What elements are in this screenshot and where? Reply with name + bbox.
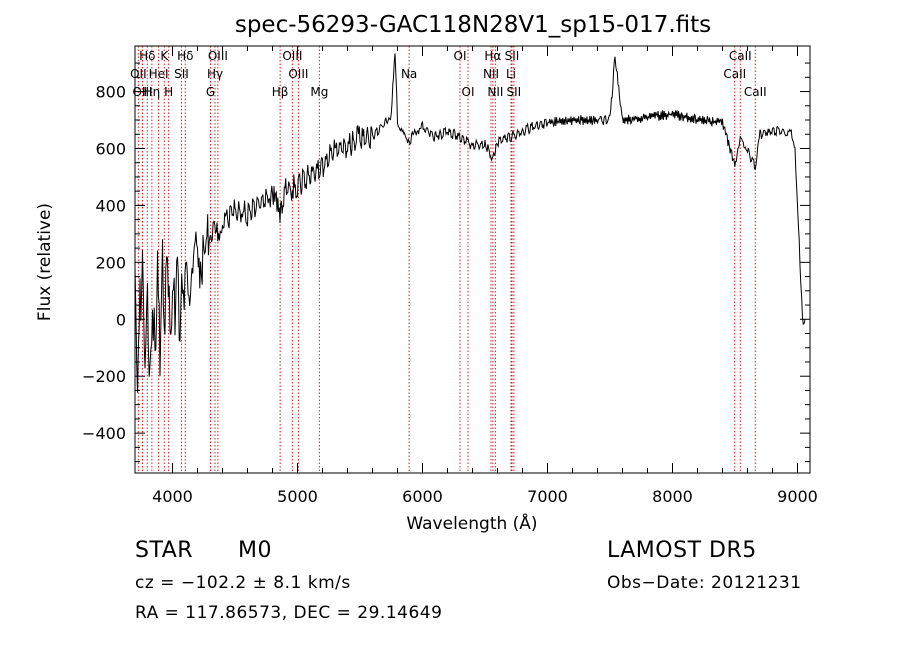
line-label: OI — [454, 49, 467, 63]
observation-date: Obs−Date: 20121231 — [607, 573, 802, 593]
line-label: OIII — [288, 67, 308, 81]
line-label: OII — [130, 67, 147, 81]
line-label: K — [160, 49, 169, 63]
spectrum-line — [134, 53, 806, 393]
y-tick-label: 800 — [95, 83, 126, 102]
line-label: H — [164, 85, 173, 99]
line-label: CaII — [729, 49, 752, 63]
y-tick-label: 400 — [95, 196, 126, 215]
x-tick-label: 5000 — [277, 487, 318, 506]
line-label: OIII — [208, 49, 228, 63]
y-tick-label: −200 — [82, 367, 126, 386]
y-tick-label: 200 — [95, 253, 126, 272]
line-markers — [137, 46, 756, 473]
line-label: Hα — [484, 49, 501, 63]
line-label: G — [206, 85, 215, 99]
x-tick-label: 4000 — [152, 487, 193, 506]
line-label: Hδ — [177, 49, 193, 63]
x-tick-label: 7000 — [527, 487, 568, 506]
survey-name: LAMOST DR5 — [607, 538, 757, 563]
y-axis-label: Flux (relative) — [35, 203, 55, 321]
line-label: CaII — [723, 67, 746, 81]
line-label: NII — [483, 67, 499, 81]
line-label: SII — [505, 49, 520, 63]
line-label: Li — [506, 67, 516, 81]
line-label: NII — [487, 85, 503, 99]
line-label: Hδ — [139, 49, 155, 63]
line-label: Hβ — [272, 85, 289, 99]
x-axis-label: Wavelength (Å) — [406, 512, 537, 534]
x-tick-label: 9000 — [777, 487, 818, 506]
y-tick-label: 0 — [116, 310, 126, 329]
velocity-readout: cz = −102.2 ± 8.1 km/s — [135, 573, 351, 593]
line-label: OIII — [282, 49, 302, 63]
line-label: SII — [174, 67, 189, 81]
line-label: CaII — [744, 85, 767, 99]
y-tick-label: −400 — [82, 424, 126, 443]
line-label: OIII — [132, 85, 152, 99]
chart-title: spec-56293-GAC118N28V1_sp15-017.fits — [235, 12, 711, 38]
coordinates-readout: RA = 117.86573, DEC = 29.14649 — [135, 603, 443, 623]
y-axis: −400 −200 0 200 400 600 800 — [82, 62, 810, 463]
y-tick-label: 600 — [95, 139, 126, 158]
object-class: STAR — [135, 538, 194, 563]
object-subclass: M0 — [238, 538, 272, 563]
x-axis: 4000 5000 6000 7000 8000 9000 — [152, 46, 818, 506]
x-tick-label: 6000 — [402, 487, 443, 506]
line-label: HeI — [149, 67, 169, 81]
x-tick-label: 8000 — [652, 487, 693, 506]
line-label: Hη — [144, 85, 161, 99]
line-label: Hγ — [207, 67, 223, 81]
line-label: SII — [507, 85, 522, 99]
line-label: OI — [462, 85, 475, 99]
plot-frame — [134, 45, 811, 474]
line-label: Na — [401, 67, 417, 81]
line-label: Mg — [310, 85, 328, 99]
